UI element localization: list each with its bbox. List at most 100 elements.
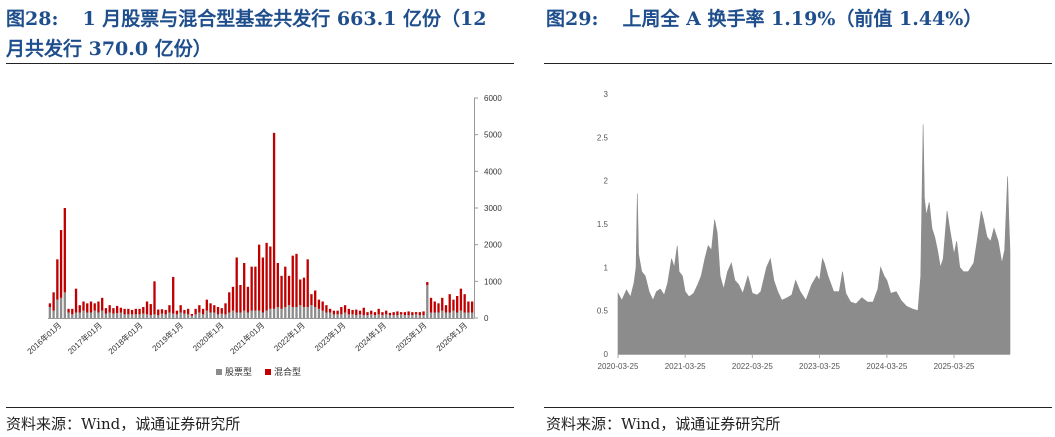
y-tick-label: 0 <box>484 314 489 323</box>
x-tick-label: 2021年01月 <box>228 320 266 356</box>
bar-stock <box>86 312 89 318</box>
bar-mixed <box>317 299 321 309</box>
bar-mixed <box>467 301 470 313</box>
bar-stock <box>112 313 115 318</box>
y-tick-label: 4000 <box>484 167 502 176</box>
left-bottom-rule <box>6 407 514 408</box>
bar-mixed <box>86 303 89 313</box>
bar-stock <box>48 307 52 318</box>
bar-stock <box>108 312 111 318</box>
bar-stock <box>149 315 152 318</box>
bar-mixed <box>265 242 268 311</box>
bar-stock <box>243 310 246 318</box>
bar-mixed <box>82 301 85 311</box>
y-tick-label: 2000 <box>484 241 502 250</box>
bar-stock <box>160 313 164 318</box>
bar-stock <box>426 285 429 318</box>
bar-stock <box>71 314 74 318</box>
bar-mixed <box>52 292 55 311</box>
bar-mixed <box>343 305 347 313</box>
bar-stock <box>194 314 197 318</box>
right-figure-label: 图29: <box>546 8 599 30</box>
bar-stock <box>422 315 425 318</box>
bar-mixed <box>228 292 231 313</box>
bar-mixed <box>190 313 194 316</box>
bar-mixed <box>373 312 377 316</box>
bar-mixed <box>422 311 425 316</box>
x-tick-label: 2016年01月 <box>25 320 63 356</box>
bar-mixed <box>314 290 317 307</box>
bar-stock <box>183 313 186 318</box>
bar-stock <box>336 314 339 318</box>
bar-mixed <box>201 308 205 315</box>
x-tick-label: 2018年01月 <box>106 320 144 356</box>
bar-stock <box>448 312 451 318</box>
bar-mixed <box>429 297 433 313</box>
bar-mixed <box>306 259 309 307</box>
bar-mixed <box>377 308 380 315</box>
bar-mixed <box>463 294 466 313</box>
y-tick-label: 3 <box>604 90 609 99</box>
x-tick-label: 2021-03-25 <box>665 362 706 371</box>
bar-mixed <box>112 308 115 314</box>
y-tick-label: 1 <box>604 263 609 272</box>
bar-mixed <box>437 303 440 313</box>
bar-stock <box>302 307 306 318</box>
bar-stock <box>414 314 418 318</box>
bar-stock <box>396 315 399 318</box>
right-area-chart: 0 0.5 1 1.5 2 2.5 3 2020-03-25 2021-03-25 2022-03… <box>597 90 1011 371</box>
bar-mixed <box>213 305 216 313</box>
bar-stock <box>59 297 63 318</box>
bar-stock <box>317 308 321 318</box>
bar-mixed <box>89 301 93 313</box>
x-tick-label: 2026年1月 <box>434 320 469 353</box>
right-top-rule <box>544 63 1052 64</box>
bar-stock <box>403 315 407 318</box>
bar-stock <box>157 315 160 318</box>
bar-stock <box>444 312 448 318</box>
bar-stock <box>67 312 70 318</box>
bar-stock <box>186 314 190 318</box>
bar-stock <box>347 314 350 318</box>
x-tick-label: 2023-03-25 <box>799 362 840 371</box>
bar-stock <box>246 312 250 318</box>
right-source-note: 资料来源：Wind，诚通证券研究所 <box>546 415 781 433</box>
bar-stock <box>470 312 474 318</box>
bar-mixed <box>403 312 407 316</box>
bar-stock <box>250 310 253 318</box>
bar-mixed <box>392 312 395 316</box>
bar-mixed <box>328 308 332 313</box>
right-title-line1: 上周全 A 换手率 1.19%（前值 1.44%） <box>622 8 983 30</box>
bar-stock <box>377 314 380 318</box>
bar-mixed <box>399 312 403 315</box>
legend-label-mixed: 混合型 <box>274 366 301 377</box>
bar-stock <box>467 312 470 318</box>
bar-mixed <box>291 255 294 307</box>
bar-mixed <box>396 311 399 316</box>
bar-mixed <box>370 310 373 315</box>
bar-mixed <box>366 312 369 316</box>
bar-mixed <box>381 312 384 316</box>
bar-stock <box>175 314 179 318</box>
bar-mixed <box>235 257 238 313</box>
y-tick-label: 1.5 <box>597 220 609 229</box>
bar-mixed <box>56 259 59 300</box>
bar-mixed <box>388 312 392 316</box>
bar-mixed <box>340 307 343 315</box>
x-tick-label: 2025-03-25 <box>934 362 975 371</box>
bar-stock <box>370 314 373 318</box>
bar-mixed <box>351 309 354 315</box>
bar-mixed <box>164 309 167 315</box>
bar-stock <box>123 314 126 318</box>
bar-stock <box>239 312 242 318</box>
y-tick-label: 3000 <box>484 204 502 213</box>
bar-stock <box>172 313 175 318</box>
bar-stock <box>456 312 459 318</box>
left-title-line2: 月共发行 370.0 亿份） <box>6 38 212 60</box>
bar-mixed <box>433 301 436 313</box>
bar-stock <box>220 313 223 318</box>
bar-mixed <box>254 266 257 311</box>
bar-mixed <box>239 285 242 313</box>
bar-mixed <box>347 308 350 315</box>
bar-mixed <box>216 307 220 315</box>
